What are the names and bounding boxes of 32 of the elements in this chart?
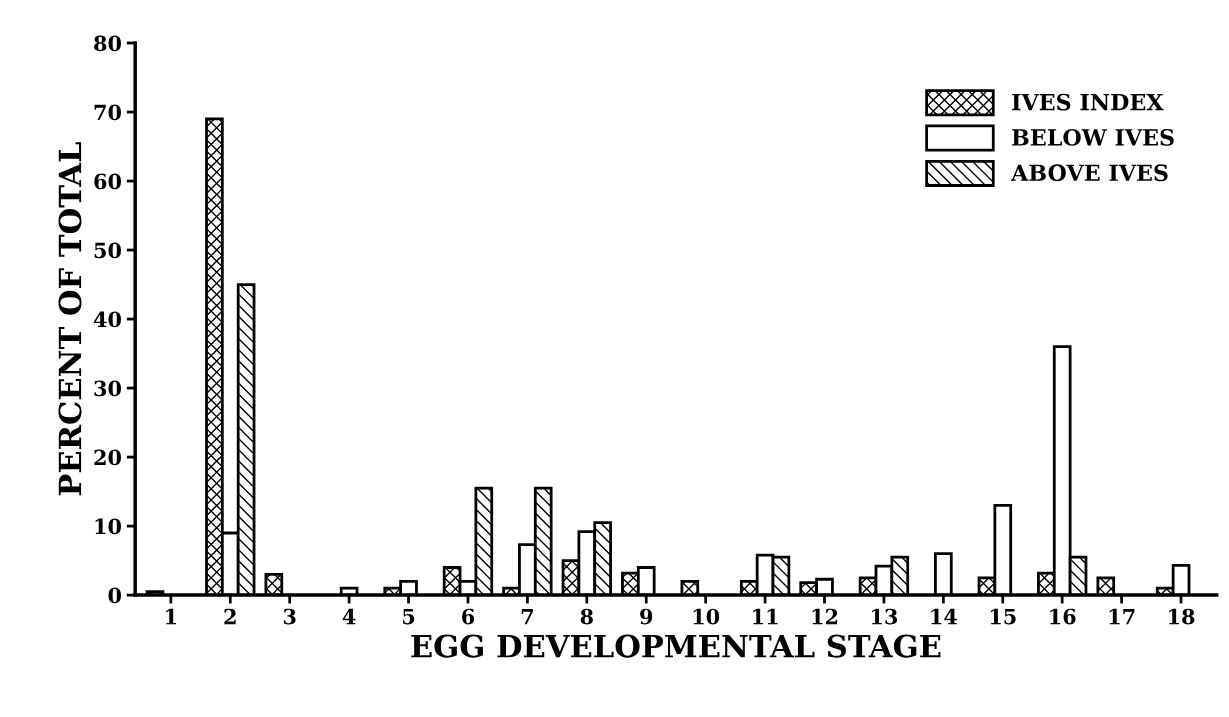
y-tick-label: 40: [93, 311, 122, 328]
legend-label: BELOW IVES: [1012, 129, 1174, 146]
x-tick-label: 4: [342, 608, 356, 625]
x-tick-label: 2: [224, 608, 236, 625]
x-tick-label: 15: [990, 608, 1016, 625]
x-tick-label: 16: [1050, 608, 1076, 625]
y-tick-label: 50: [94, 242, 122, 259]
y-tick-label: 30: [94, 380, 122, 397]
x-tick-label: 5: [403, 608, 415, 625]
x-tick-label: 12: [812, 608, 838, 625]
y-tick-label: 10: [95, 518, 122, 535]
y-tick-label: 70: [94, 104, 122, 121]
y-tick-label: 80: [94, 35, 122, 52]
x-tick-label: 6: [462, 608, 475, 625]
x-tick-label: 18: [1169, 608, 1195, 625]
x-tick-label: 1: [166, 608, 177, 625]
y-tick-label: 60: [94, 173, 122, 190]
y-axis-title: PERCENT OF TOTAL: [58, 142, 82, 496]
x-tick-label: 9: [640, 608, 653, 625]
x-tick-label: 11: [753, 608, 778, 625]
x-axis-title: EGG DEVELOPMENTAL STAGE: [411, 634, 941, 658]
y-tick-label: 0: [108, 587, 122, 604]
x-tick-label: 8: [580, 608, 593, 625]
legend-label: IVES INDEX: [1012, 93, 1164, 111]
x-tick-label: 14: [931, 608, 957, 625]
x-tick-label: 17: [1109, 608, 1135, 625]
x-tick-label: 10: [693, 608, 720, 625]
x-tick-label: 3: [283, 608, 296, 625]
x-tick-label: 7: [521, 608, 533, 625]
legend-label: ABOVE IVES: [1010, 164, 1168, 182]
y-tick-label: 20: [94, 449, 122, 466]
x-tick-label: 13: [871, 608, 898, 625]
